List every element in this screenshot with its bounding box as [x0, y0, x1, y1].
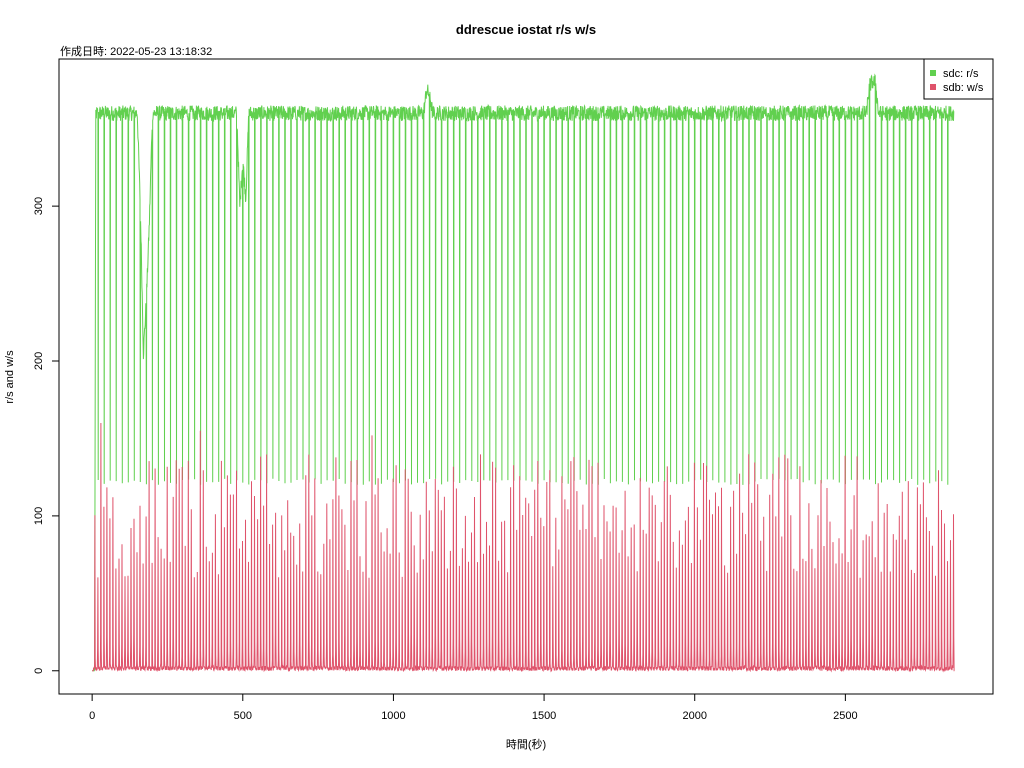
legend-box: [923, 58, 994, 100]
y-axis-label: r/s and w/s: [4, 350, 16, 404]
chart-subtitle: 作成日時: 2022-05-23 13:18:32: [60, 45, 212, 58]
series-group: [92, 73, 955, 673]
x-tick-label: 500: [234, 710, 252, 722]
y-tick-label: 0: [33, 668, 45, 674]
series-line-sdc: [92, 73, 955, 672]
x-tick-label: 0: [89, 710, 95, 722]
x-axis: 0 500 1000 1500 2000 2500: [89, 693, 858, 722]
legend: sdc: r/s sdb: w/s: [923, 58, 994, 100]
chart-title: ddrescue iostat r/s w/s: [456, 22, 596, 37]
y-tick-label: 100: [33, 507, 45, 525]
y-tick-label: 300: [33, 197, 45, 215]
y-axis: 0 100 200 300: [33, 197, 60, 674]
legend-swatch-sdc: [930, 70, 936, 76]
x-tick-label: 2000: [682, 710, 706, 722]
series-line-sdb: [92, 422, 955, 673]
legend-label-sdb: sdb: w/s: [943, 82, 984, 94]
x-tick-label: 1500: [532, 710, 556, 722]
x-axis-label: 時間(秒): [506, 737, 546, 751]
x-tick-label: 1000: [381, 710, 405, 722]
y-tick-label: 200: [33, 352, 45, 370]
x-tick-label: 2500: [833, 710, 857, 722]
legend-label-sdc: sdc: r/s: [943, 68, 979, 80]
legend-swatch-sdb: [930, 84, 936, 90]
